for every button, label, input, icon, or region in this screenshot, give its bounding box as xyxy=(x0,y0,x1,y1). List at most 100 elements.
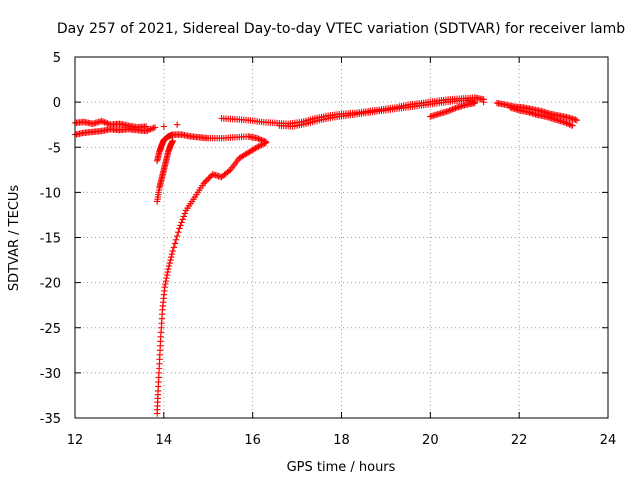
data-point xyxy=(166,259,173,267)
data-point xyxy=(168,253,175,261)
data-point xyxy=(171,240,179,247)
series-hook xyxy=(153,131,270,164)
series-mid-band-lower xyxy=(276,97,478,130)
data-point xyxy=(206,174,213,181)
series-steep-rise xyxy=(153,139,270,417)
data-point xyxy=(145,126,153,134)
data-point xyxy=(225,167,233,175)
data-point xyxy=(203,177,210,184)
data-point xyxy=(170,244,178,251)
data-point xyxy=(560,118,567,126)
series-late-band-lower xyxy=(507,104,576,129)
data-point xyxy=(147,126,154,133)
data-point xyxy=(163,274,170,282)
x-tick-label: 22 xyxy=(511,433,528,448)
data-point xyxy=(142,127,150,135)
data-point xyxy=(480,98,487,106)
data-point xyxy=(167,256,174,264)
data-point xyxy=(569,122,576,129)
y-tick-label: -15 xyxy=(40,232,61,247)
data-point xyxy=(169,137,176,145)
data-point xyxy=(173,232,181,240)
y-tick-label: 5 xyxy=(53,51,61,66)
data-point xyxy=(172,236,180,243)
data-points xyxy=(71,94,581,417)
x-tick-label: 16 xyxy=(244,433,261,448)
data-point xyxy=(168,250,176,258)
data-point xyxy=(148,125,156,132)
data-point xyxy=(144,127,151,134)
data-point xyxy=(102,119,110,127)
data-point xyxy=(452,104,459,112)
data-point xyxy=(573,116,581,124)
data-point xyxy=(253,144,261,151)
y-tick-label: -25 xyxy=(40,322,61,337)
data-point xyxy=(162,280,169,288)
y-tick-label: -5 xyxy=(48,141,61,156)
data-point xyxy=(258,136,265,144)
data-point xyxy=(160,123,168,130)
data-point xyxy=(450,105,458,112)
data-point xyxy=(446,107,453,114)
y-tick-label: -10 xyxy=(40,186,61,201)
data-point xyxy=(255,135,262,143)
data-point xyxy=(202,178,209,186)
data-point xyxy=(262,138,270,146)
data-point xyxy=(162,277,170,285)
data-point xyxy=(175,229,182,236)
data-point xyxy=(176,225,183,232)
x-tick-labels: 12 14 16 18 20 22 24 xyxy=(67,433,617,448)
series-late-band xyxy=(493,99,581,124)
x-tick-label: 14 xyxy=(156,433,173,448)
data-point xyxy=(444,107,452,115)
y-tick-label: 0 xyxy=(53,96,61,111)
data-point xyxy=(163,271,171,279)
data-point xyxy=(165,262,173,270)
data-point xyxy=(563,119,570,127)
data-point xyxy=(181,210,189,217)
data-point xyxy=(564,120,572,127)
y-tick-label: -35 xyxy=(40,412,61,427)
y-axis-label: SDTVAR / TECUs xyxy=(7,185,22,292)
x-tick-label: 12 xyxy=(67,433,84,448)
series-dip-segment xyxy=(427,99,478,120)
data-point xyxy=(164,268,171,276)
data-point xyxy=(208,172,215,180)
data-point xyxy=(449,106,456,113)
data-point xyxy=(256,142,264,149)
data-point xyxy=(180,213,188,220)
data-point xyxy=(255,143,262,150)
data-point xyxy=(177,222,184,229)
data-point xyxy=(173,121,181,128)
y-tick-label: -20 xyxy=(40,277,61,292)
data-point xyxy=(200,180,208,187)
data-point xyxy=(161,283,168,291)
x-tick-label: 18 xyxy=(333,433,350,448)
data-point xyxy=(179,216,186,223)
data-point xyxy=(150,124,157,132)
series-short-rise xyxy=(153,137,176,205)
data-point xyxy=(447,106,455,114)
chart-title: Day 257 of 2021, Sidereal Day-to-day VTE… xyxy=(57,21,625,37)
data-point xyxy=(561,119,569,126)
axis-ticks xyxy=(74,56,609,419)
data-point xyxy=(261,138,268,145)
data-point xyxy=(253,135,261,142)
data-point xyxy=(169,247,176,255)
data-point xyxy=(566,121,573,128)
data-point xyxy=(567,121,575,129)
data-point xyxy=(205,175,212,183)
data-point xyxy=(151,124,159,131)
series-early-band-b xyxy=(71,124,159,138)
data-point xyxy=(99,118,107,125)
data-point xyxy=(101,119,108,126)
data-point xyxy=(104,120,111,127)
data-point xyxy=(178,219,185,226)
y-tick-label: -30 xyxy=(40,367,61,382)
series-isolated xyxy=(160,98,487,130)
data-point xyxy=(165,265,172,273)
x-tick-label: 20 xyxy=(422,433,439,448)
data-point xyxy=(259,137,267,144)
data-point xyxy=(98,117,105,125)
x-axis-label: GPS time / hours xyxy=(287,460,396,475)
